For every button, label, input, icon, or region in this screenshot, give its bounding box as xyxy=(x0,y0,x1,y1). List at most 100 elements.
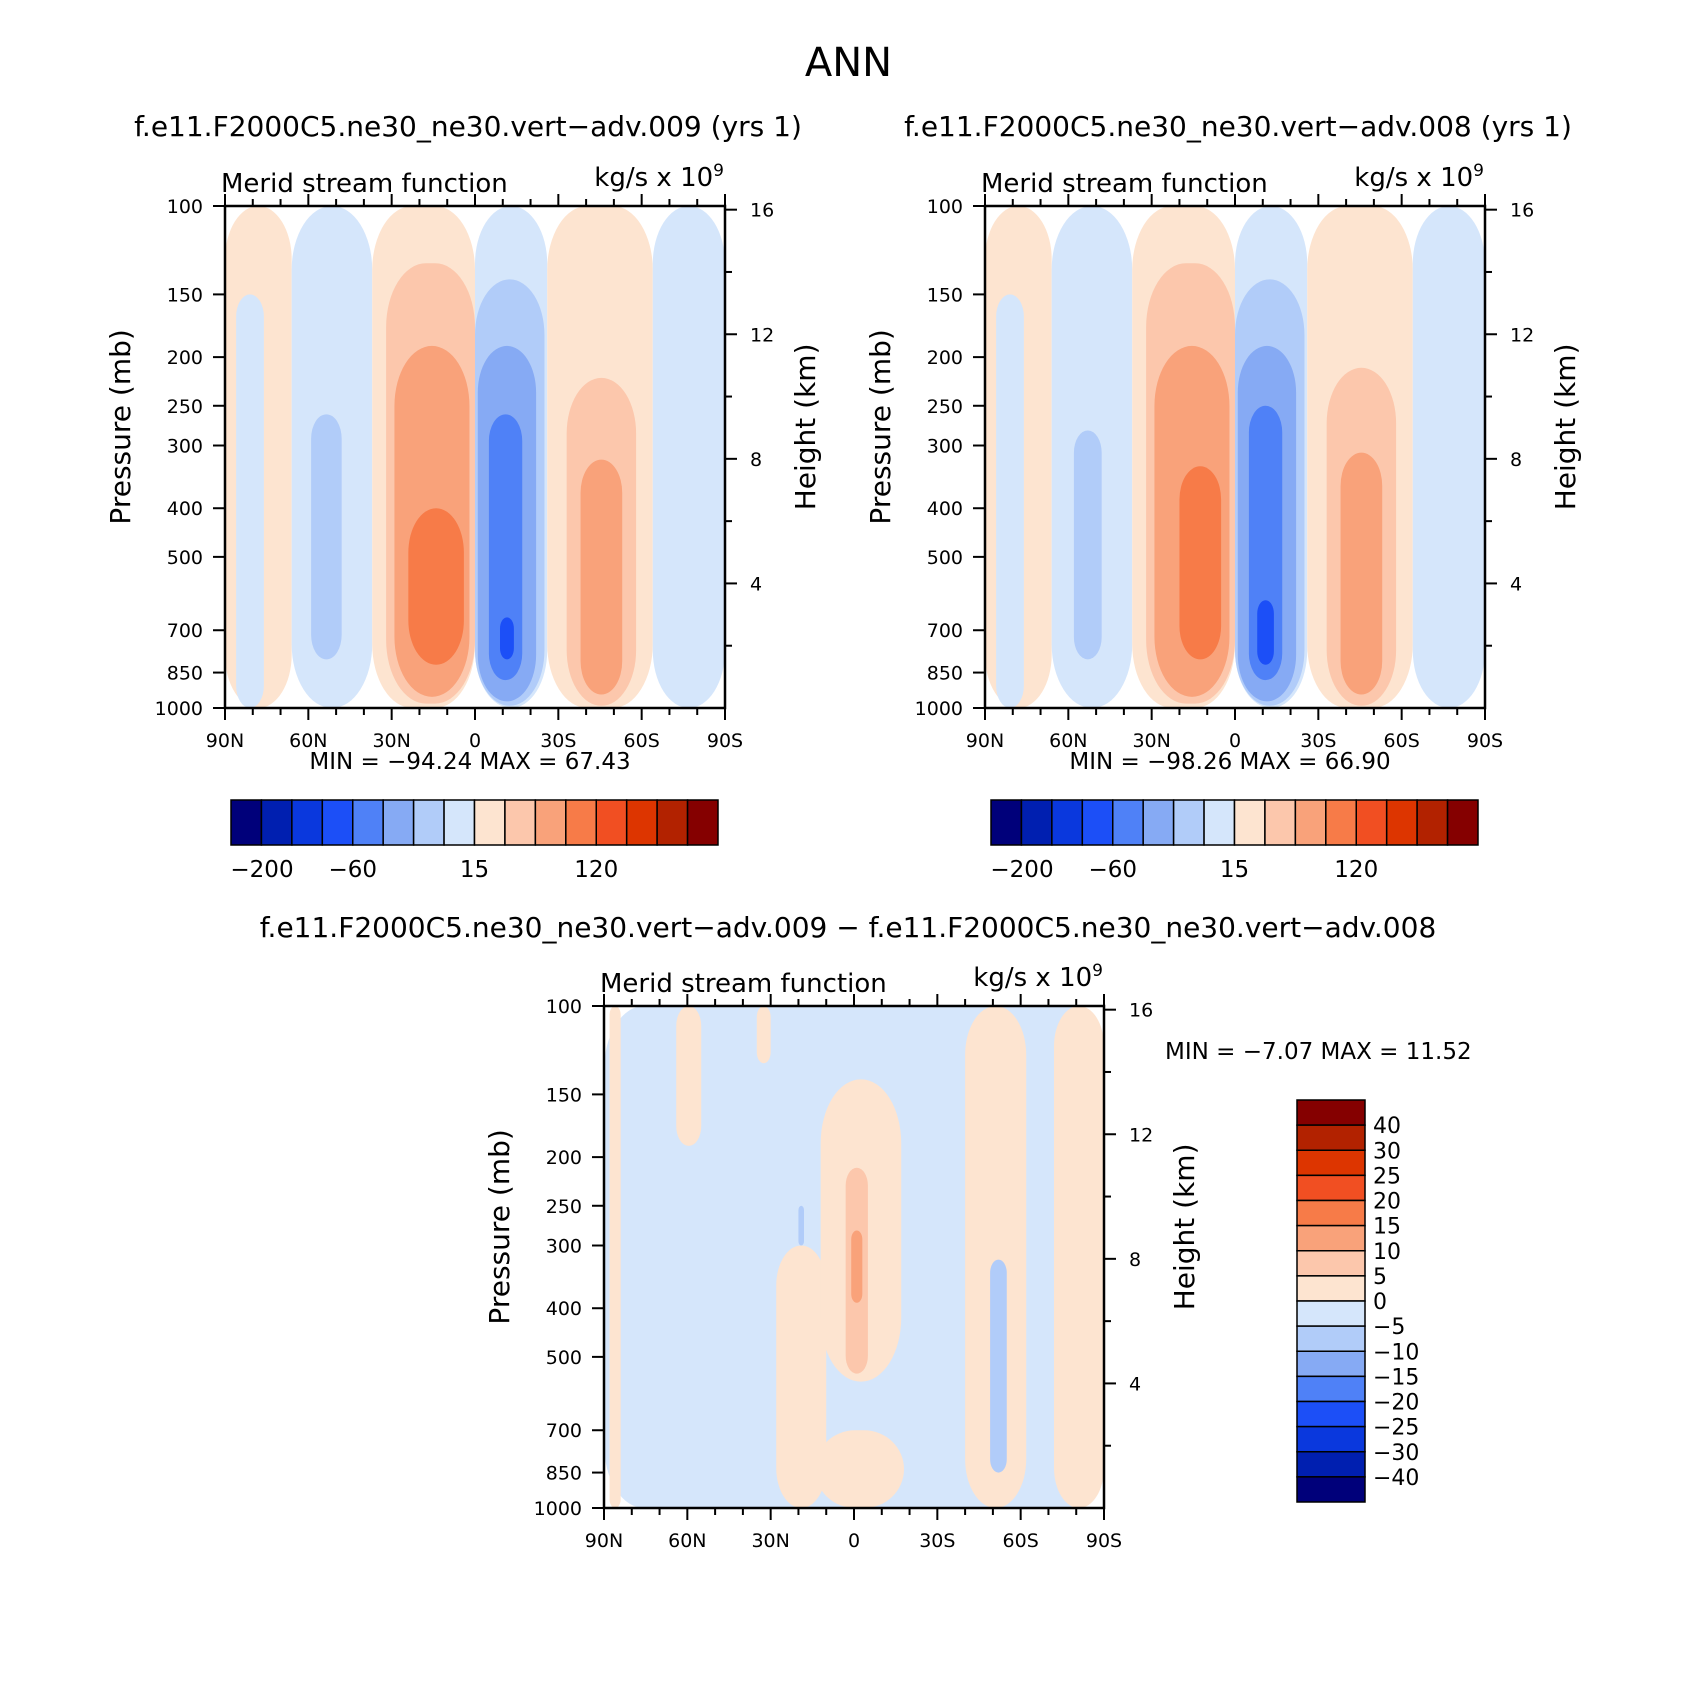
colorbar-label: −5 xyxy=(1373,1315,1405,1340)
colorbar-box xyxy=(1296,1400,1366,1428)
colorbar-box xyxy=(534,799,567,846)
x-tick-label: 60S xyxy=(1003,1530,1039,1552)
y-tick-label: 250 xyxy=(927,396,963,418)
colorbar-box xyxy=(565,799,597,846)
colorbar-box xyxy=(473,799,506,846)
y-tick-label: 250 xyxy=(546,1196,582,1218)
contour-region-15 xyxy=(580,459,623,695)
page-title: ANN xyxy=(805,40,892,86)
height-tick-label: 12 xyxy=(750,324,774,346)
min-max-readout: MIN = −98.26 MAX = 66.90 xyxy=(1069,749,1390,775)
height-tick-label: 4 xyxy=(1129,1373,1141,1395)
x-tick-label: 90N xyxy=(206,730,244,752)
height-tick-label: 8 xyxy=(1510,449,1522,471)
contour-region-15 xyxy=(1340,452,1383,695)
colorbar-box xyxy=(1264,799,1297,846)
colorbar-label: 10 xyxy=(1373,1240,1401,1265)
x-tick-label: 60N xyxy=(1049,730,1087,752)
panel-title-difference: f.e11.F2000C5.ne30_ne30.vert−adv.009 − f… xyxy=(260,911,1437,944)
y-axis-title: Pressure (mb) xyxy=(864,329,897,524)
colorbar-box xyxy=(1296,1325,1366,1352)
colorbar-box xyxy=(1296,1149,1366,1177)
colorbar-box xyxy=(1296,1451,1366,1478)
x-tick-label: 0 xyxy=(1229,730,1241,752)
height-tick-label: 12 xyxy=(1510,324,1534,346)
y-tick-label: 850 xyxy=(546,1463,582,1485)
y-tick-label: 700 xyxy=(546,1420,582,1442)
colorbar-box xyxy=(352,799,384,846)
colorbar-box xyxy=(382,799,415,846)
colorbar-box xyxy=(656,799,689,846)
y-axis-title: Pressure (mb) xyxy=(483,1129,516,1324)
units-exponent: 9 xyxy=(1473,161,1484,181)
units-exponent: 9 xyxy=(1092,961,1103,981)
y-tick-label: 400 xyxy=(167,498,203,520)
y-tick-label: 100 xyxy=(167,196,203,218)
panel-title-test: f.e11.F2000C5.ne30_ne30.vert−adv.009 (yr… xyxy=(134,110,802,143)
y-tick-label: 250 xyxy=(167,396,203,418)
x-tick-label: 30N xyxy=(372,730,410,752)
left-string: Merid stream function xyxy=(981,169,1268,199)
left-string: Merid stream function xyxy=(600,969,887,999)
left-string: Merid stream function xyxy=(221,169,508,199)
stream-function-panel-test: 90N 60N 30N 0 30S 60S 90S 100 150 200 250 300 400 500… xyxy=(104,161,822,883)
height-tick-label: 4 xyxy=(1510,573,1522,595)
contour-region-1 xyxy=(609,1006,621,1508)
x-tick-label: 30S xyxy=(540,730,576,752)
contour-fills xyxy=(225,206,725,708)
colorbar-box xyxy=(595,799,628,846)
contour-region-10 xyxy=(965,1006,1027,1508)
x-tick-label: 60S xyxy=(624,730,660,752)
colorbar-box xyxy=(412,799,445,846)
colorbar-box xyxy=(260,799,293,846)
y-tick-label: 400 xyxy=(546,1298,582,1320)
y-tick-label: 300 xyxy=(546,1236,582,1258)
x-tick-label: 90S xyxy=(1086,1530,1122,1552)
colorbar-box xyxy=(443,799,476,846)
contour-region-3 xyxy=(756,1006,771,1064)
colorbar-label: 120 xyxy=(1334,857,1378,883)
y-tick-label: 1000 xyxy=(155,698,203,720)
contour-region-13 xyxy=(1054,1006,1104,1508)
contour-fills xyxy=(985,206,1485,708)
x-tick-label: 0 xyxy=(469,730,481,752)
contour-region-12 xyxy=(1257,600,1274,665)
colorbar-label: 20 xyxy=(1373,1190,1401,1215)
contour-region-3 xyxy=(311,414,342,660)
colorbar-box xyxy=(1355,799,1388,846)
colorbar-box xyxy=(1081,799,1114,846)
colorbar-box xyxy=(1296,1174,1366,1202)
colorbar-box xyxy=(1233,799,1266,846)
x-tick-label: 90S xyxy=(1467,730,1503,752)
height-axis-title: Height (km) xyxy=(789,343,822,510)
height-tick-label: 16 xyxy=(1510,200,1534,222)
contour-region-2 xyxy=(676,1006,702,1146)
colorbar-box xyxy=(1385,799,1418,846)
units-label: kg/s x 109 xyxy=(594,161,724,193)
contour-region-8 xyxy=(851,1230,863,1303)
colorbar-box xyxy=(686,799,719,846)
colorbar-label: 5 xyxy=(1373,1265,1387,1290)
stream-function-panel-control: 90N 60N 30N 0 30S 60S 90S 100 150 200 250 300 400 500… xyxy=(864,161,1582,883)
y-tick-label: 850 xyxy=(167,663,203,685)
contour-region-4 xyxy=(776,1245,827,1508)
height-axis-title: Height (km) xyxy=(1168,1143,1201,1310)
height-axis-title: Height (km) xyxy=(1549,343,1582,510)
y-tick-label: 1000 xyxy=(534,1498,582,1520)
colorbar-label: −60 xyxy=(328,857,377,883)
units-label: kg/s x 109 xyxy=(973,961,1103,993)
y-tick-label: 300 xyxy=(167,436,203,458)
units-label: kg/s x 109 xyxy=(1354,161,1484,193)
colorbar-label: −60 xyxy=(1088,857,1137,883)
min-max-readout: MIN = −7.07 MAX = 11.52 xyxy=(1165,1039,1472,1065)
x-tick-label: 90N xyxy=(585,1530,623,1552)
x-tick-label: 30S xyxy=(919,1530,955,1552)
y-tick-label: 300 xyxy=(927,436,963,458)
colorbar-box xyxy=(1112,799,1144,846)
height-tick-label: 12 xyxy=(1129,1124,1153,1146)
contour-region-9 xyxy=(798,1205,804,1246)
x-tick-label: 30N xyxy=(751,1530,789,1552)
colorbar-box xyxy=(1296,1375,1366,1403)
stream-function-panel-difference: 90N 60N 30N 0 30S 60S 90S100150200250300400500… xyxy=(483,961,1472,1552)
colorbar-box xyxy=(1296,1199,1366,1227)
